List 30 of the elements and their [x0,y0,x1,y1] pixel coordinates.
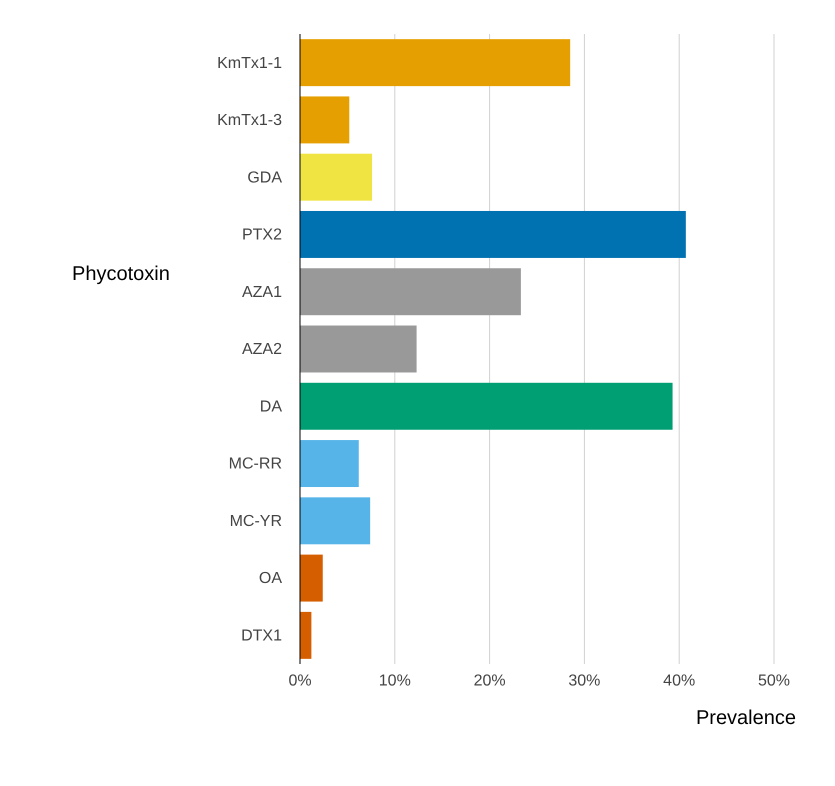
bar [300,440,359,488]
bar [300,210,686,258]
y-tick-label: DTX1 [241,627,282,644]
bar [300,554,323,602]
y-tick-label: PTX2 [242,226,282,244]
x-tick-label: 40% [663,672,696,690]
y-tick-label: MC-RR [228,456,282,473]
x-tick-label: 0% [288,672,312,690]
bar [300,612,312,659]
x-tick-label: 30% [568,672,600,690]
x-tick-label: 10% [378,672,411,690]
y-tick-label: DA [260,398,282,416]
x-tick-label: 50% [758,672,790,690]
bar [300,326,417,372]
x-axis-title: Prevalence [696,707,796,729]
bar [300,497,370,544]
y-axis-title: Phycotoxin [72,263,170,285]
bar [300,39,570,86]
y-tick-label: GDA [247,169,282,186]
bar [300,382,673,430]
bar [300,154,372,201]
y-tick-label: MC-YR [230,512,282,530]
y-tick-label: AZA2 [242,341,282,358]
y-tick-label: KmTx1-3 [217,112,282,130]
bar [300,96,350,144]
y-tick-label: AZA1 [242,284,282,301]
x-tick-label: 20% [474,672,506,690]
y-tick-label: OA [258,570,282,588]
bar [300,268,521,316]
y-tick-label: KmTx1-1 [217,54,282,72]
